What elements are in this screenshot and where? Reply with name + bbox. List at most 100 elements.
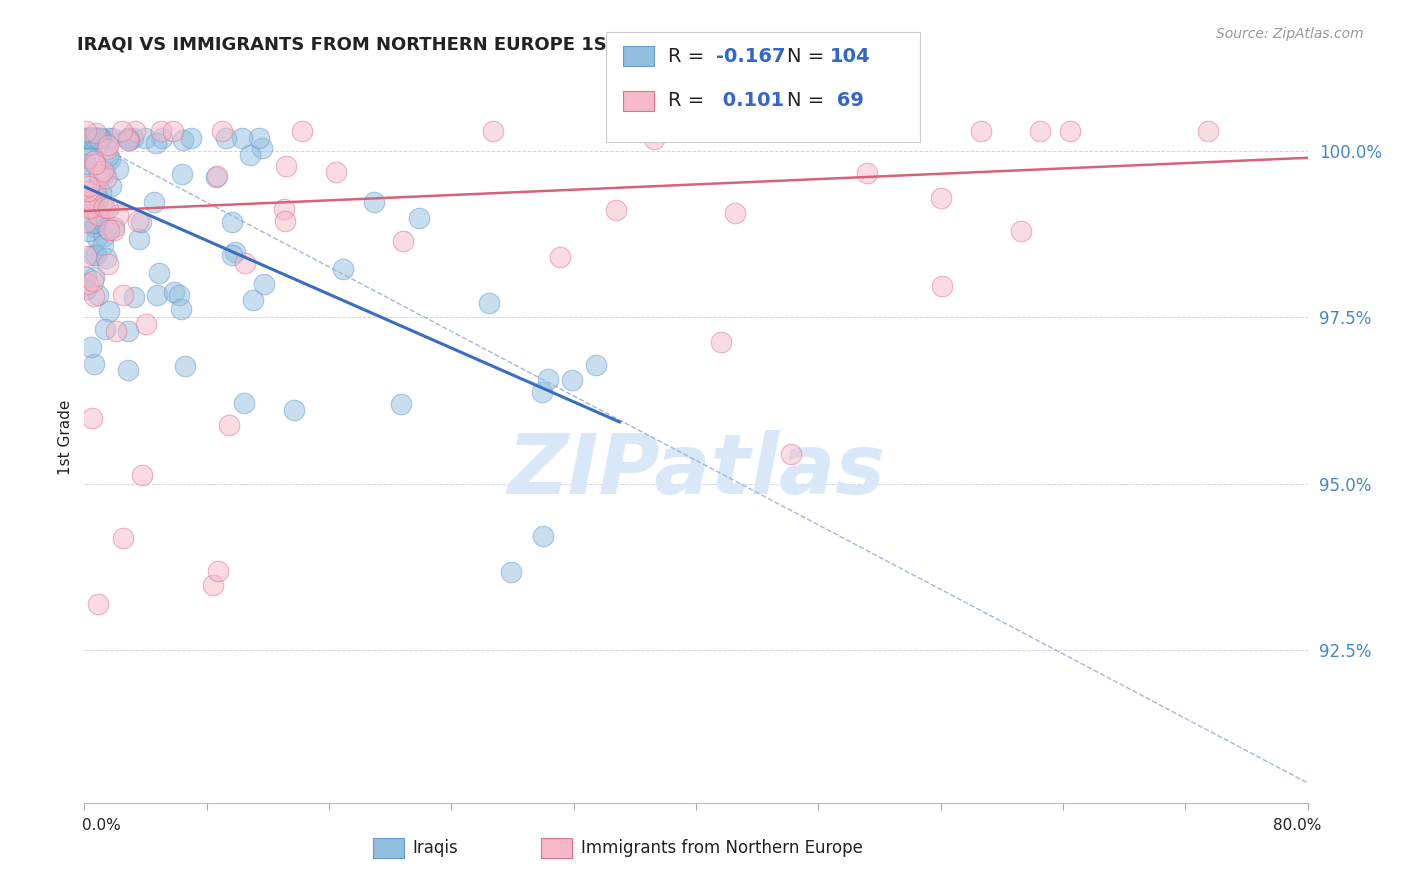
Text: Source: ZipAtlas.com: Source: ZipAtlas.com — [1216, 27, 1364, 41]
Point — [86, 131, 108, 145]
Point — [84, 131, 107, 145]
Point — [478, 295, 501, 310]
Point — [247, 131, 270, 145]
Point — [211, 124, 233, 138]
Point — [84, 220, 107, 235]
Text: Iraqis: Iraqis — [412, 839, 458, 857]
Point — [103, 220, 125, 235]
Point — [75, 215, 97, 229]
Point — [89, 131, 111, 145]
Point — [482, 124, 505, 138]
Point — [97, 256, 120, 270]
Point — [363, 194, 385, 209]
Point — [122, 131, 145, 145]
Point — [1029, 124, 1052, 138]
Point — [253, 277, 276, 291]
Point — [205, 169, 228, 183]
Point — [152, 131, 174, 145]
Point — [218, 417, 240, 432]
Point — [80, 194, 103, 208]
Point — [283, 403, 305, 417]
Point — [82, 131, 104, 145]
Point — [83, 131, 105, 145]
Point — [148, 266, 170, 280]
Point — [83, 289, 105, 303]
Point — [94, 321, 117, 335]
Point — [77, 188, 100, 202]
Point — [84, 126, 107, 140]
Point — [112, 531, 135, 545]
Point — [274, 213, 297, 227]
Point — [84, 215, 107, 229]
Point — [221, 215, 243, 229]
Point — [96, 220, 118, 235]
Text: N =: N = — [787, 91, 831, 111]
Point — [970, 124, 993, 138]
Point — [87, 172, 110, 186]
Point — [97, 138, 120, 153]
Point — [207, 565, 229, 579]
Point — [79, 131, 101, 145]
Text: -0.167: -0.167 — [716, 46, 785, 66]
Point — [117, 325, 139, 339]
Point — [1010, 224, 1032, 238]
Point — [135, 317, 157, 331]
Point — [224, 245, 246, 260]
Point — [202, 578, 225, 592]
Point — [75, 124, 97, 138]
Point — [75, 131, 97, 145]
Point — [94, 202, 117, 217]
Point — [780, 447, 803, 461]
Point — [131, 215, 153, 229]
Point — [531, 529, 554, 543]
Point — [170, 301, 193, 316]
Point — [856, 166, 879, 180]
Point — [77, 184, 100, 198]
Point — [96, 251, 118, 265]
Point — [117, 133, 139, 147]
Point — [90, 186, 112, 200]
Point — [180, 131, 202, 145]
Point — [97, 131, 120, 145]
Point — [93, 164, 115, 178]
Point — [77, 151, 100, 165]
Point — [75, 282, 97, 296]
Point — [86, 131, 108, 145]
Point — [87, 135, 110, 149]
Point — [84, 206, 107, 220]
Point — [82, 274, 104, 288]
Point — [83, 154, 105, 169]
Text: N =: N = — [787, 46, 831, 66]
Point — [75, 249, 97, 263]
Point — [1197, 124, 1219, 138]
Point — [79, 200, 101, 214]
Text: 80.0%: 80.0% — [1274, 818, 1322, 832]
Text: 104: 104 — [830, 46, 870, 66]
Point — [97, 149, 120, 163]
Text: 69: 69 — [830, 91, 863, 111]
Point — [605, 203, 627, 218]
Point — [82, 248, 104, 262]
Point — [79, 131, 101, 145]
Point — [117, 131, 139, 145]
Point — [82, 201, 104, 215]
Point — [252, 141, 274, 155]
Point — [75, 131, 97, 145]
Point — [75, 157, 97, 171]
Point — [107, 161, 129, 176]
Point — [107, 208, 129, 222]
Point — [83, 358, 105, 372]
Point — [221, 248, 243, 262]
Point — [98, 303, 121, 318]
Point — [128, 232, 150, 246]
Point — [117, 363, 139, 377]
Point — [101, 131, 124, 145]
Point — [98, 153, 121, 167]
Point — [75, 270, 97, 285]
Point — [724, 206, 747, 220]
Point — [530, 384, 553, 399]
Point — [931, 278, 953, 293]
Point — [389, 397, 412, 411]
Point — [146, 288, 169, 302]
Point — [131, 467, 153, 482]
